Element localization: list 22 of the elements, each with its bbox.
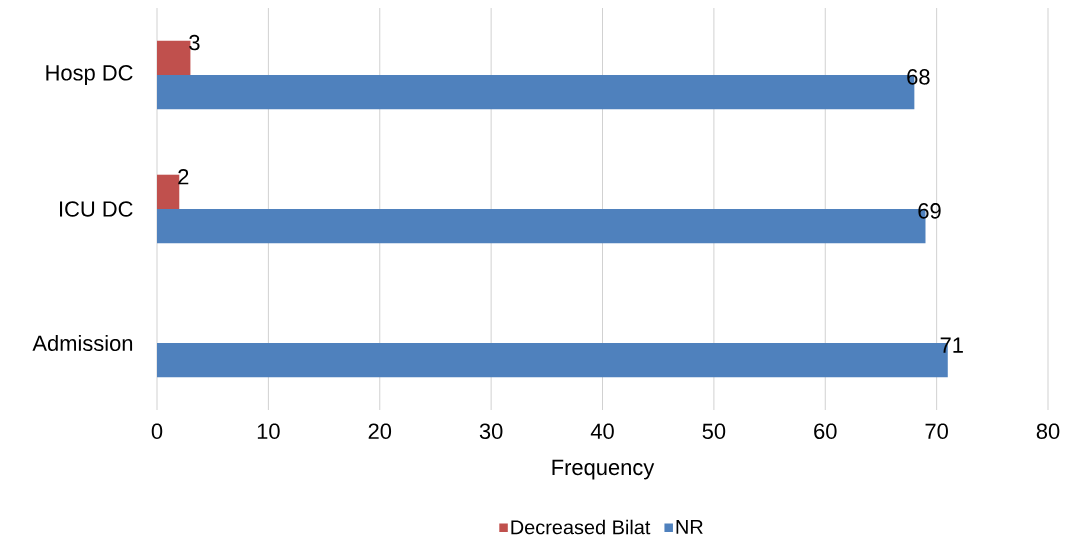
bar	[157, 174, 180, 209]
data-label: 69	[918, 203, 941, 219]
x-tick-label: 40	[590, 423, 614, 440]
data-label: 3	[189, 34, 200, 51]
x-tick-label: 80	[1036, 423, 1060, 440]
x-tick-label: 10	[257, 423, 280, 440]
data-label: 68	[907, 69, 930, 85]
legend-label: Decreased Bilat	[511, 519, 651, 535]
x-tick-label: 50	[702, 423, 726, 440]
bar	[157, 40, 191, 75]
x-axis-title: Frequency	[552, 459, 655, 480]
x-tick-label: 20	[368, 423, 392, 440]
x-tick-label: 60	[814, 423, 837, 440]
x-tick-label: 70	[925, 423, 948, 440]
y-tick-label: Admission	[32, 334, 133, 352]
y-tick-label: Hosp DC	[46, 65, 133, 85]
y-tick-label: ICU DC	[60, 201, 133, 217]
legend-label: NR	[676, 520, 703, 534]
x-tick-label: 30	[479, 423, 503, 440]
data-label: 71	[940, 337, 963, 353]
x-tick-label: 0	[151, 423, 163, 440]
data-label: 2	[178, 169, 189, 185]
